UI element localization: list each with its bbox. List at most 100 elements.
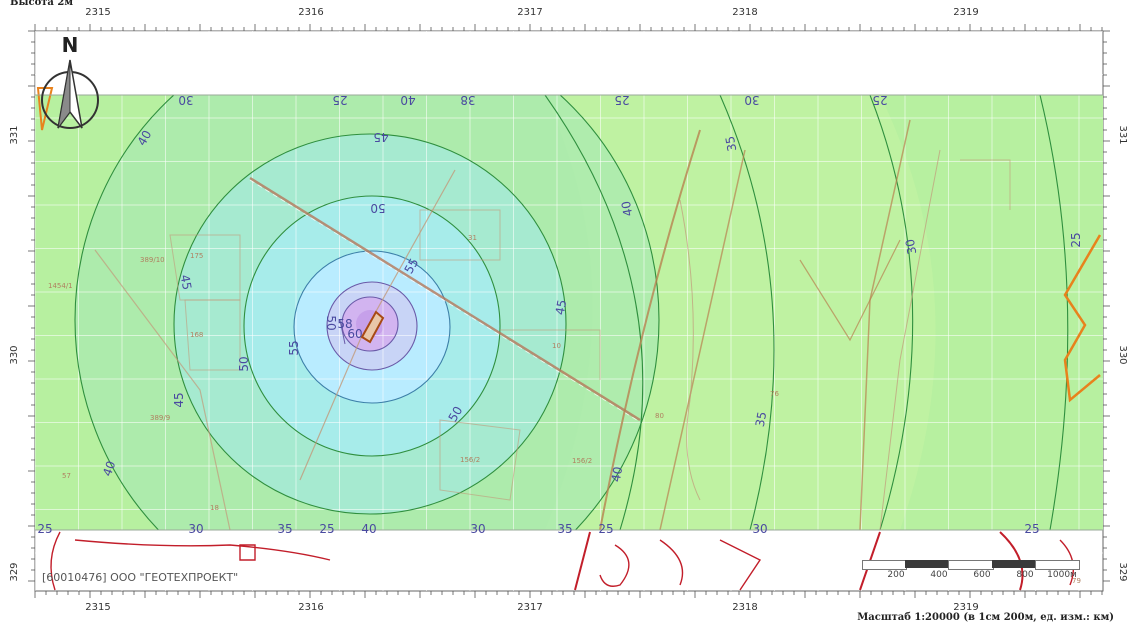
isolines: [74, 95, 1069, 530]
contour-label: 25: [614, 93, 629, 107]
map-grid: [35, 31, 1103, 591]
contour-label: 55: [287, 340, 301, 355]
contour-label: 60: [347, 327, 362, 341]
parcel-label: 31: [468, 234, 477, 242]
scale-bar: 200 400 600 800 1000м: [862, 560, 1080, 586]
parcel-label: 156/2: [460, 456, 480, 464]
contour-label: 40: [619, 200, 635, 217]
contour-label: 45: [553, 299, 569, 316]
bottom-axis-label: 2318: [732, 602, 757, 613]
contour-label: 25: [1024, 522, 1039, 536]
parcel-label: 80: [655, 412, 664, 420]
left-axis-label: 330: [9, 345, 20, 364]
industrial-site[interactable]: [339, 310, 385, 345]
top-axis-label: 2317: [517, 7, 542, 18]
contour-label: 25: [598, 522, 613, 536]
contour-label: 40: [361, 522, 376, 536]
parcel-label: 389/9: [150, 414, 170, 422]
isoline-35: [74, 95, 660, 530]
isoline-50: [243, 195, 501, 457]
parcel-label: 79: [1072, 577, 1081, 585]
parcel-label: 76: [770, 390, 779, 398]
contour-label: 30: [903, 238, 919, 255]
isoline-58: [326, 281, 418, 371]
scale-bar-label: 200: [887, 570, 905, 580]
contour-label: 25: [37, 522, 52, 536]
right-axis-label: 330: [1117, 345, 1128, 364]
contour-label: 30: [470, 522, 485, 536]
contour-label: 30: [178, 93, 193, 107]
contour-label: 45: [178, 274, 194, 291]
axis-labels: 2315 2316 2317 2318 2319 2315 2316 2317 2318 2319…: [9, 7, 1128, 613]
contour-label: 25: [319, 522, 334, 536]
contour-label: 50: [324, 315, 338, 330]
contour-label: 40: [100, 459, 118, 478]
contour-label: 50: [446, 404, 466, 424]
top-axis-label: 2316: [298, 7, 323, 18]
contour-label: 25: [1069, 232, 1083, 247]
parcel-label: 57: [62, 472, 71, 480]
contour-label: 58: [337, 317, 352, 331]
bottom-axis-label: 2319: [953, 602, 978, 613]
right-axis-label: 329: [1117, 562, 1128, 581]
contour-label: 35: [753, 411, 769, 428]
contour-label: 30: [744, 93, 759, 107]
isoline-55: [293, 250, 451, 404]
isoline-60: [341, 296, 399, 352]
bottom-axis-label: 2316: [298, 602, 323, 613]
contour-label: 25: [872, 93, 887, 107]
isoline-25-a: [869, 95, 914, 530]
contour-label: 45: [172, 392, 186, 407]
parcel-label: 18: [210, 504, 219, 512]
scale-bar-label: 400: [930, 570, 948, 580]
north-arrow: N: [41, 33, 99, 129]
contour-label: 38: [460, 93, 475, 107]
organization-label: [60010476] ООО "ГЕОТЕХПРОЕКТ": [42, 571, 239, 584]
contour-label: 50: [370, 201, 385, 215]
scale-bar-label: 600: [973, 570, 991, 580]
bottom-axis-label: 2317: [517, 602, 542, 613]
contour-label: 40: [609, 466, 625, 483]
scale-bar-label: 800: [1016, 570, 1034, 580]
contour-label: 40: [400, 93, 415, 107]
contour-label: 40: [135, 128, 155, 148]
isoline-45: [173, 133, 567, 515]
right-axis-label: 331: [1117, 125, 1128, 144]
parcel-label: 1454/1: [48, 282, 73, 290]
railway-line: [249, 176, 641, 422]
parcel-label: 389/10: [140, 256, 165, 264]
bottom-axis-label: 2315: [85, 602, 110, 613]
north-label: N: [62, 33, 79, 57]
isoline-30-b: [719, 95, 775, 530]
boundary-line: [1063, 234, 1102, 403]
map-caption: Высота 2м: [10, 0, 74, 8]
parcel-label: 156/2: [572, 457, 592, 465]
contour-label: 35: [723, 135, 739, 152]
contour-labels: 30 25 40 38 25 30 25 25 30 35 25 40 30 35 25 30 25 40 45 45…: [37, 93, 1083, 536]
base-map-features: [94, 119, 1011, 531]
contour-label: 30: [752, 522, 767, 536]
parcel-label: 168: [190, 331, 203, 339]
contour-label: 25: [332, 93, 347, 107]
parcel-label: 10: [552, 342, 561, 350]
parcel-label: 175: [190, 252, 203, 260]
top-axis-label: 2318: [732, 7, 757, 18]
contour-label: 35: [557, 522, 572, 536]
scale-text: Масштаб 1:20000 (в 1см 200м, ед. изм.: к…: [857, 612, 1114, 623]
top-axis-label: 2315: [85, 7, 110, 18]
axis-ticks: [28, 24, 1110, 598]
parcel-labels: 389/10 1454/1 175 168 389/9 57 18 156/2 156/2 31 1…: [48, 234, 1081, 585]
contour-label: 55: [402, 256, 422, 276]
contour-label: 30: [188, 522, 203, 536]
contour-label: 50: [237, 356, 251, 371]
contour-label: 35: [277, 522, 292, 536]
top-axis-label: 2319: [953, 7, 978, 18]
left-axis-label: 331: [9, 125, 20, 144]
isoline-30-a: [544, 95, 644, 530]
contour-label: 45: [373, 130, 388, 144]
isoline-25-b: [1039, 95, 1069, 530]
left-axis-label: 329: [9, 562, 20, 581]
scale-bar-label: 1000м: [1047, 570, 1077, 580]
